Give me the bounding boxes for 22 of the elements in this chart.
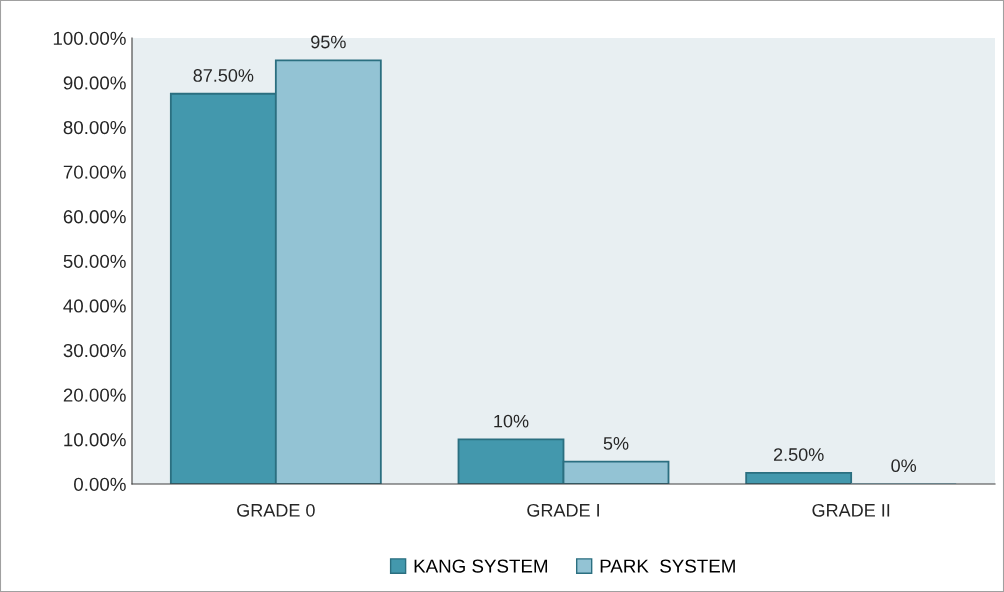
y-tick-label: 60.00% xyxy=(63,210,126,224)
y-tick-label: 30.00% xyxy=(63,343,126,358)
y-tick-label: 10.00% xyxy=(64,433,126,447)
x-tick-label: GRADE II xyxy=(812,503,890,517)
y-tick-label: 70.00% xyxy=(63,165,126,179)
y-tick-label: 80.00% xyxy=(63,120,126,135)
data-label: 5% xyxy=(603,437,629,450)
y-tick-label: 100.00% xyxy=(53,31,126,45)
x-tick-label: GRADE I xyxy=(527,503,599,517)
data-label: 2.50% xyxy=(773,448,824,461)
legend-label: KANG SYSTEM xyxy=(414,559,548,573)
x-tick-label: GRADE 0 xyxy=(237,503,315,517)
y-tick-label: 50.00% xyxy=(63,254,126,268)
legend-label: PARK SYSTEM xyxy=(600,559,735,573)
y-tick-label: 20.00% xyxy=(63,388,126,402)
data-label: 0% xyxy=(891,459,917,473)
data-label: 95% xyxy=(311,35,346,49)
y-tick-label: 0.00% xyxy=(74,477,126,491)
y-tick-label: 40.00% xyxy=(63,299,126,313)
data-label: 10% xyxy=(494,414,529,428)
y-tick-label: 90.00% xyxy=(63,76,126,90)
data-label: 87.50% xyxy=(193,69,254,82)
